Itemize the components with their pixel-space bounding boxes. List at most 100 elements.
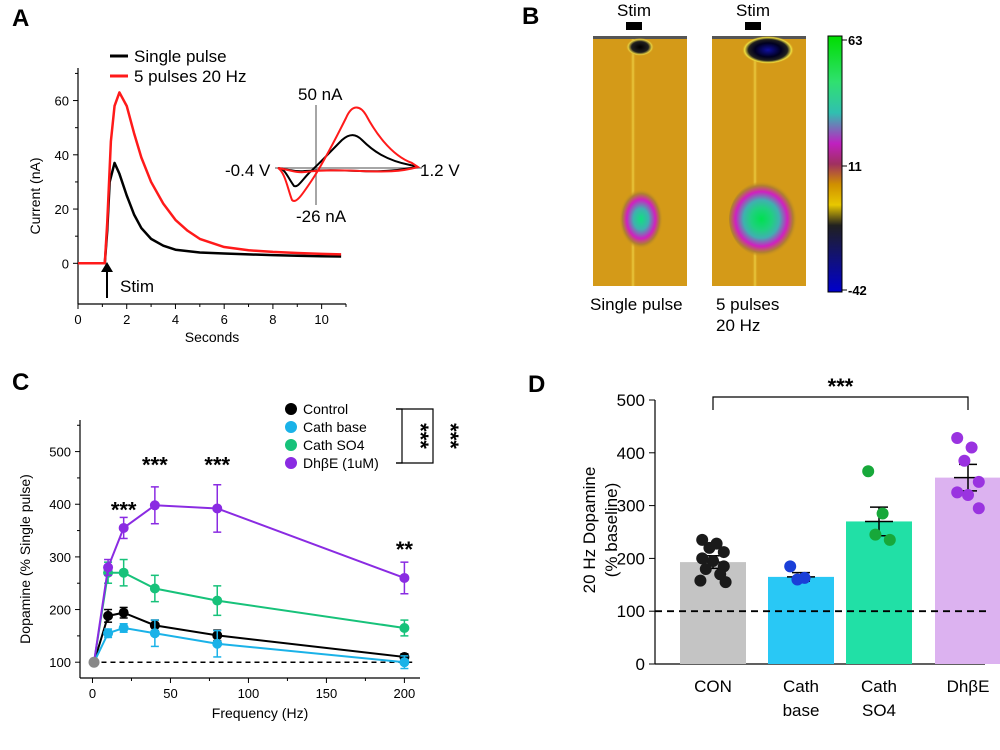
heatmap-caption-20hz: 20 Hz — [716, 316, 760, 335]
panel-d-y-label-2: (% baseline) — [602, 483, 621, 578]
stim-label-b2: Stim — [736, 1, 770, 20]
panel-d-category-label-dh-e: DhβE — [947, 677, 990, 696]
panel-d-bar-cath-so4 — [846, 521, 912, 664]
panel-c-x-tick-label: 200 — [394, 686, 416, 701]
panel-a-line-5-pulses-20-hz — [78, 91, 342, 265]
panel-d-chart: 0 100 200 300 400 500 20 Hz Dopamine (% baselin… — [580, 374, 1000, 720]
panel-c-y-tick-label: 400 — [49, 497, 71, 512]
panel-c-point-cath-so4 — [118, 567, 129, 578]
panel-c-y-tick-label: 100 — [49, 655, 71, 670]
inset-voltammogram: 50 nA -26 nA -0.4 V 1.2 V — [225, 85, 460, 226]
panel-c-series — [88, 484, 410, 670]
panel-c-legend-marker-cath-base — [285, 421, 297, 433]
panel-c-significance-star: ** — [396, 537, 414, 562]
panel-d-data-point — [883, 533, 896, 546]
panel-c-legend-marker-control — [285, 403, 297, 415]
panel-label-d: D — [528, 371, 545, 398]
panel-d-data-point — [694, 574, 707, 587]
panel-c-axes: 0 50 100 150 200 100 200 300 400 500 Frequency (Hz… — [17, 420, 420, 721]
panel-c-legend-marker-dh-e-1um — [285, 457, 297, 469]
panel-d-data-point — [951, 432, 964, 445]
panel-c-significance-star: *** — [204, 453, 230, 478]
panel-c-legend-bracket-outer — [396, 408, 434, 464]
panel-d-bar-cath-base — [768, 576, 834, 664]
panel-c-legend-marker-cath-so4 — [285, 439, 297, 451]
panel-label-a: A — [12, 5, 29, 32]
panel-c-point-dh-e-1um — [399, 572, 410, 583]
panel-c-point-control — [103, 610, 114, 621]
panel-d-data-point — [784, 560, 797, 573]
panel-a-lines — [78, 91, 342, 265]
panel-c-point-cath-so4 — [212, 595, 223, 606]
panel-c-legend-bracket-inner — [396, 408, 403, 464]
panel-d-category-label-cath-so4: Cath — [861, 677, 897, 696]
stim-bar-1 — [626, 22, 642, 30]
panel-c-legend-label-dh-e-1um: DhβE (1uM) — [303, 455, 379, 471]
inset-label-right: 1.2 V — [420, 161, 460, 180]
panel-a-x-tick-label: 0 — [74, 312, 81, 327]
panel-d-data-point — [696, 552, 709, 565]
panel-d-significance-star: *** — [828, 374, 854, 399]
panel-d-y-tick-label: 200 — [617, 549, 645, 568]
panel-d-bar-dh-e — [935, 477, 1000, 664]
panel-c-point-dh-e-1um — [212, 503, 223, 514]
panel-c-point-cath-base — [103, 628, 114, 639]
inset-single-pulse-curve — [277, 134, 419, 188]
panel-c-line-cath-so4 — [93, 571, 405, 663]
panel-c-point-cath-base — [149, 628, 160, 639]
panel-c-point-dh-e-1um — [149, 500, 160, 511]
panel-d-data-point — [958, 454, 971, 467]
inset-label-top: 50 nA — [298, 85, 343, 104]
panel-d-y-tick-label: 300 — [617, 497, 645, 516]
panel-c-significance: ****** ***** — [111, 453, 414, 562]
stim-label-b1: Stim — [617, 1, 651, 20]
heatmap-5-pulses — [712, 36, 806, 286]
panel-d-data-point — [791, 573, 804, 586]
heatmap-caption-5-pulses: 5 pulses — [716, 295, 779, 314]
panel-c-significance-star: *** — [142, 453, 168, 478]
panel-d-data-point — [869, 528, 882, 541]
colorbar-tick-neg42: -42 — [848, 283, 867, 298]
panel-c-point-cath-base — [399, 657, 410, 668]
panel-a-y-tick-label: 40 — [55, 148, 69, 163]
panel-d-significance: *** — [712, 374, 969, 410]
panel-c-y-label: Dopamine (% Single pulse) — [17, 474, 33, 644]
panel-a-y-tick-label: 60 — [55, 94, 69, 109]
panel-c-point-control — [118, 607, 129, 618]
panel-c-legend-label-control: Control — [303, 401, 348, 417]
panel-d-data-point — [699, 562, 712, 575]
panel-c-y-tick-label: 200 — [49, 603, 71, 618]
panel-c-significance-star: *** — [111, 497, 137, 522]
panel-a-x-tick-label: 8 — [269, 312, 276, 327]
panel-a-x-label: Seconds — [185, 329, 239, 345]
panel-d-bar-con — [680, 562, 746, 664]
panel-c-legend-label-cath-so4: Cath SO4 — [303, 437, 365, 453]
panel-a-y-label: Current (nA) — [27, 157, 43, 234]
panel-c-point-origin — [88, 656, 100, 668]
panel-c-legend-label-cath-base: Cath base — [303, 419, 367, 435]
panel-d-data-point — [965, 441, 978, 454]
inset-label-bottom: -26 nA — [296, 207, 347, 226]
panel-d-data-point — [951, 486, 964, 499]
panel-label-b: B — [522, 3, 539, 30]
panel-a-x-tick-label: 10 — [314, 312, 328, 327]
panel-d-data-point — [972, 475, 985, 488]
panel-a-y-tick-label: 0 — [62, 256, 69, 271]
panel-d-data-point — [703, 541, 716, 554]
panel-b-heatmaps: Stim Stim Single pulse 5 pulses 20 Hz 63… — [590, 1, 867, 335]
panel-c-point-cath-so4 — [399, 622, 410, 633]
panel-d-y-label: 20 Hz Dopamine — [580, 467, 599, 594]
panel-c-x-tick-label: 50 — [163, 686, 177, 701]
panel-d-data-point — [696, 533, 709, 546]
panel-label-c: C — [12, 369, 29, 396]
heatmap-caption-single: Single pulse — [590, 295, 683, 314]
stim-arrow-annotation: Stim — [101, 262, 154, 298]
panel-d-data-point — [972, 502, 985, 515]
panel-d-y-tick-label: 0 — [636, 655, 645, 674]
panel-c-series-cath-base — [89, 619, 410, 670]
panel-c-point-dh-e-1um — [118, 522, 129, 533]
heatmap-single-pulse — [593, 36, 687, 286]
panel-a-y-tick-label: 20 — [55, 202, 69, 217]
panel-c-line-cath-base — [93, 626, 405, 664]
